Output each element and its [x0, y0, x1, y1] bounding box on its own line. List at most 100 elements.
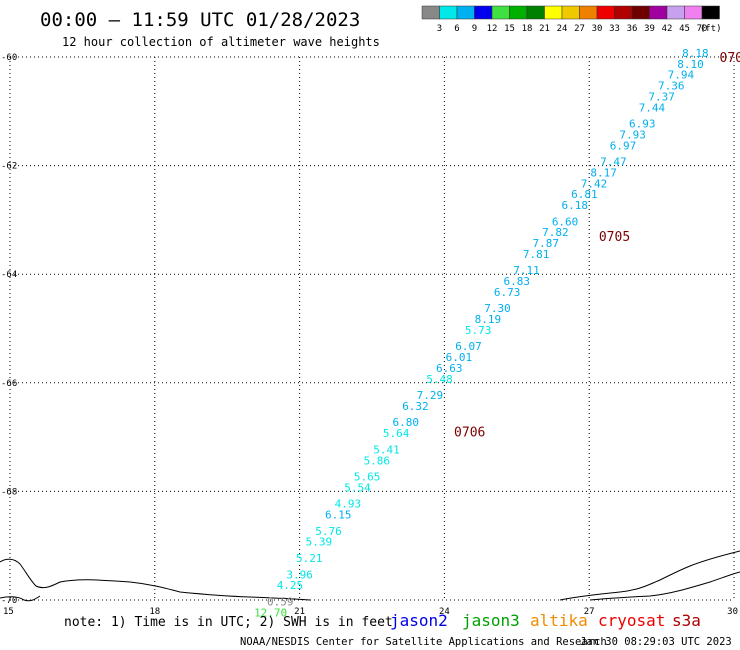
color-scale-label: 33 [609, 24, 620, 34]
wave-height-label: 7.30 [484, 302, 511, 315]
wave-height-label: 8.19 [475, 313, 502, 326]
wave-height-label: 5.76 [315, 525, 342, 538]
y-tick-label: -70 [1, 596, 17, 606]
wave-height-label: 4.93 [335, 498, 362, 511]
color-swatch [526, 5, 545, 20]
y-tick-label: -64 [1, 270, 17, 280]
color-scale-label: 39 [644, 24, 655, 34]
x-tick-label: 24 [439, 607, 450, 617]
color-swatch [666, 5, 685, 20]
wave-height-labels: 8.188.107.947.367.377.44 6.937.936.97 7.47… [254, 47, 709, 619]
wave-height-label: 6.60 [552, 215, 579, 228]
color-scale-label: 9 [472, 24, 477, 34]
chart-title: 00:00 – 11:59 UTC 01/28/2023 [40, 9, 360, 31]
wave-height-label: 7.81 [523, 248, 550, 261]
coastline-left-lower [0, 595, 41, 602]
x-tick-label: 30 [727, 607, 738, 617]
coastline-right-lower [589, 571, 740, 601]
coastline-left [0, 558, 311, 601]
color-swatch [491, 5, 510, 20]
satellite-legend: jason2 jason3 altika cryosat s3a [390, 611, 701, 630]
wave-height-label: 0.59 [267, 595, 294, 608]
y-tick-labels: -60 -62 -64 -66 -68 -70 [1, 53, 17, 606]
wave-height-label: 4.25 [277, 579, 304, 592]
x-tick-label: 15 [3, 607, 14, 617]
wave-height-label: 6.15 [325, 509, 352, 522]
legend-s3a: s3a [672, 611, 701, 630]
color-scale-label: 15 [504, 24, 515, 34]
wave-height-label: 5.64 [383, 427, 410, 440]
wave-height-label: 7.44 [639, 101, 666, 114]
color-swatch [596, 5, 615, 20]
color-scale-unit: (ft) [700, 24, 722, 34]
color-swatch [544, 5, 563, 20]
wave-height-label: 8.17 [590, 166, 617, 179]
legend-altika: altika [530, 611, 588, 630]
wave-height-label: 5.48 [426, 373, 453, 386]
wave-height-label: 6.83 [504, 275, 531, 288]
wave-height-label: 7.94 [668, 69, 695, 82]
y-tick-label: -60 [1, 53, 17, 63]
color-swatch [649, 5, 668, 20]
color-scale-label: 6 [454, 24, 459, 34]
grid-lines [9, 56, 735, 601]
color-swatch [614, 5, 633, 20]
pass-time-label: 0706 [454, 426, 485, 441]
wave-height-label: 5.21 [296, 552, 323, 565]
wave-height-label: 7.37 [648, 90, 675, 103]
color-swatch [439, 5, 458, 20]
color-swatch [456, 5, 475, 20]
wave-height-label: 6.93 [629, 118, 656, 131]
chart-subtitle: 12 hour collection of altimeter wave hei… [62, 35, 380, 49]
x-tick-label: 18 [149, 607, 160, 617]
pass-time-labels: 0703 0705 0706 [454, 51, 740, 441]
wave-height-label: 3.96 [286, 568, 313, 581]
color-scale-label: 42 [662, 24, 673, 34]
wave-height-label: 6.81 [571, 188, 598, 201]
y-tick-label: -68 [1, 487, 17, 497]
y-tick-label: -62 [1, 162, 17, 172]
color-scale-label: 18 [522, 24, 533, 34]
wave-height-label: 6.97 [610, 139, 637, 152]
color-swatch [561, 5, 580, 20]
wave-height-label: 7.42 [581, 177, 608, 190]
wave-height-label: 6.18 [561, 199, 588, 212]
wave-height-label: 5.39 [306, 536, 333, 549]
wave-height-label: 6.63 [436, 362, 463, 375]
wave-height-label: 7.82 [542, 226, 569, 239]
coastline-right [559, 550, 740, 601]
footer-timestamp: Jan 30 08:29:03 UTC 2023 [580, 636, 732, 648]
color-swatch [701, 5, 720, 20]
color-scale-label: 70 [697, 24, 708, 34]
x-tick-label: 21 [294, 607, 305, 617]
legend-jason3: jason3 [462, 611, 520, 630]
wave-height-label: 7.29 [417, 389, 444, 402]
wave-height-label: 8.18 [682, 47, 709, 60]
wave-height-label: 6.73 [494, 286, 521, 299]
units-note: note: 1) Time is in UTC; 2) SWH is in fe… [64, 615, 393, 630]
x-tick-label: 27 [584, 607, 595, 617]
color-scale-label: 12 [487, 24, 498, 34]
wave-height-label: 6.80 [393, 416, 420, 429]
color-scale-label: 24 [557, 24, 568, 34]
legend-jason2: jason2 [390, 611, 448, 630]
wave-height-label: 7.87 [533, 237, 560, 250]
coastline [0, 550, 740, 602]
y-tick-label: -66 [1, 379, 17, 389]
color-swatch [579, 5, 598, 20]
wave-height-label: 5.86 [364, 454, 391, 467]
wave-height-label: 8.10 [677, 58, 704, 71]
color-scale-label: 36 [627, 24, 638, 34]
color-swatch [474, 5, 493, 20]
wave-height-label: 5.65 [354, 471, 381, 484]
wave-height-label: 7.93 [619, 128, 646, 141]
wave-height-label: 5.41 [373, 443, 400, 456]
wave-height-label: 7.36 [658, 80, 685, 93]
wave-height-label: 6.07 [455, 340, 482, 353]
color-swatch [684, 5, 703, 20]
pass-time-label: 0705 [599, 230, 630, 245]
color-swatch [509, 5, 528, 20]
wave-height-label: 7.47 [600, 156, 627, 169]
color-scale: 3 6 9 12 15 18 21 24 27 30 33 36 39 42 45 70(ft) [421, 5, 722, 34]
